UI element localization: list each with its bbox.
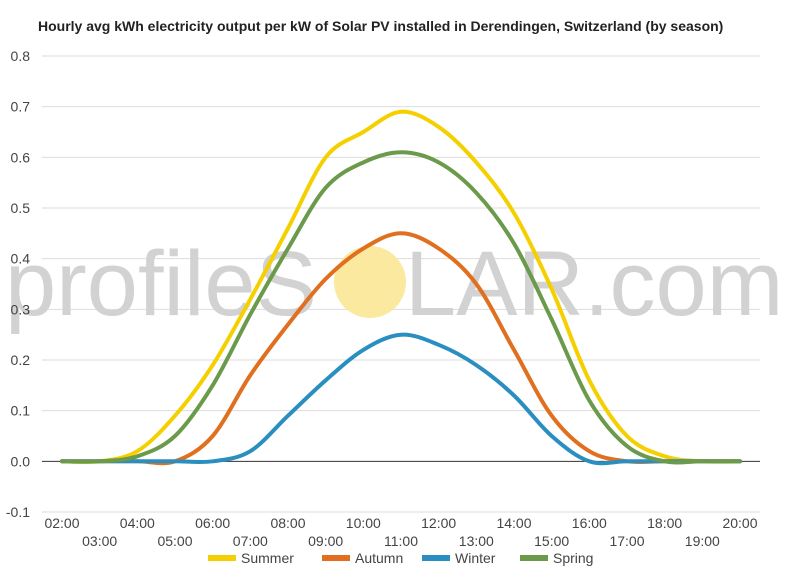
x-tick-label: 15:00 [534,533,569,549]
x-tick-label: 07:00 [233,533,268,549]
y-tick-label: 0.8 [11,48,31,64]
series-line-winter [60,332,742,466]
series-line-spring [60,150,742,465]
legend: Summer Autumn Winter Spring [208,550,593,566]
watermark-text-left: profileS [5,233,317,335]
y-tick-label: 0.1 [11,403,31,419]
series-lines [60,109,742,466]
x-tick-label: 19:00 [685,533,720,549]
y-tick-label: 0.2 [11,352,31,368]
x-tick-label: 06:00 [195,515,230,531]
x-tick-label: 14:00 [496,515,531,531]
series-line-summer [60,109,742,465]
legend-label: Spring [553,550,593,566]
y-axis-ticks: -0.1 0.0 0.1 0.2 0.3 0.4 0.5 0.6 0.7 0.8 [6,48,30,520]
x-tick-label: 03:00 [82,533,117,549]
legend-label: Winter [455,550,496,566]
x-tick-label: 04:00 [120,515,155,531]
y-tick-label: 0.5 [11,200,31,216]
legend-swatch-spring [520,555,548,561]
grid [42,55,760,513]
x-tick-label: 12:00 [421,515,456,531]
chart-title: Hourly avg kWh electricity output per kW… [38,18,724,34]
watermark: profileS LAR.com [5,233,783,335]
y-tick-label: 0.3 [11,301,31,317]
x-tick-label: 08:00 [270,515,305,531]
legend-swatch-winter [422,555,450,561]
watermark-text-right: LAR.com [405,233,783,335]
legend-label: Summer [241,550,294,566]
x-tick-label: 16:00 [572,515,607,531]
x-tick-label: 02:00 [44,515,79,531]
y-tick-label: 0.6 [11,149,31,165]
legend-swatch-autumn [322,555,350,561]
x-tick-label: 05:00 [157,533,192,549]
x-tick-label: 20:00 [722,515,757,531]
x-axis-ticks: 02:0003:0004:0005:0006:0007:0008:0009:00… [44,515,757,549]
legend-swatch-summer [208,555,236,561]
watermark-sun-icon [334,246,406,318]
x-tick-label: 09:00 [308,533,343,549]
y-tick-label: 0.0 [11,453,31,469]
y-tick-label: -0.1 [6,504,30,520]
x-tick-label: 17:00 [609,533,644,549]
legend-label: Autumn [355,550,403,566]
x-tick-label: 13:00 [459,533,494,549]
x-tick-label: 11:00 [384,533,418,549]
x-tick-label: 18:00 [647,515,682,531]
y-tick-label: 0.7 [11,99,31,115]
y-tick-label: 0.4 [11,251,31,267]
x-tick-label: 10:00 [346,515,381,531]
